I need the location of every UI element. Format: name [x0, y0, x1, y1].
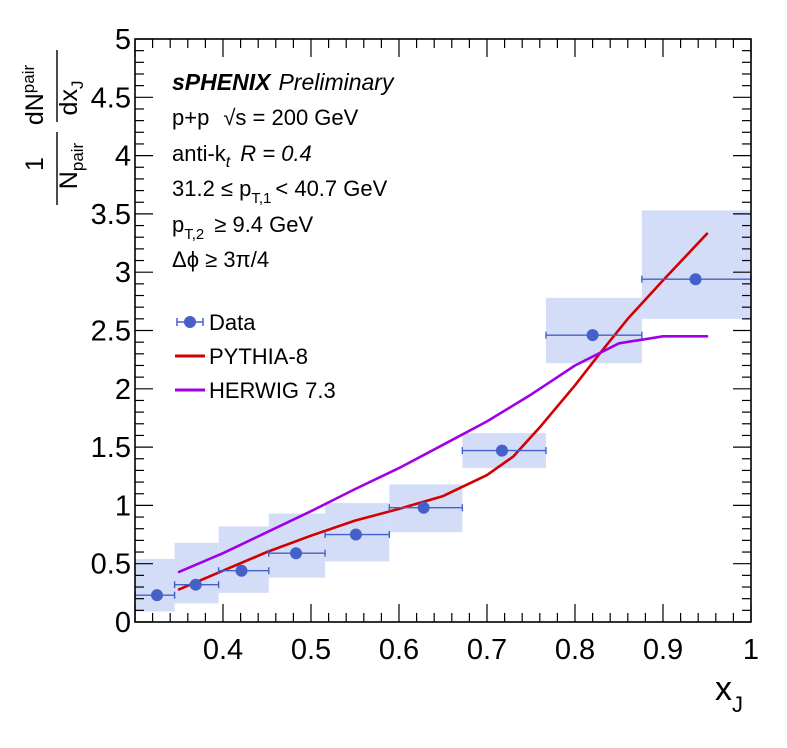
- pt1-label: 31.2 ≤ pT,1 < 40.7 GeV: [172, 176, 388, 207]
- syst-box-3: [268, 513, 326, 578]
- y-title-dn-sub: pair: [19, 65, 38, 94]
- x-tick-label-0: 0.4: [203, 634, 243, 666]
- status-label: Preliminary: [278, 69, 395, 95]
- y-title-n: N: [55, 171, 83, 189]
- system-label: p+p √s = 200 GeV: [172, 105, 359, 130]
- legend-pythia-label: PYTHIA-8: [209, 344, 308, 369]
- y-tick-label-10: 5: [115, 24, 131, 56]
- x-tick-label-3: 0.7: [467, 634, 507, 666]
- y-title-dx-sub: J: [68, 81, 87, 90]
- y-tick-label-3: 1.5: [91, 432, 131, 464]
- x-tick-label-5: 0.9: [643, 634, 683, 666]
- y-axis-title: 1 Npair dNpair dxJ: [19, 50, 87, 205]
- x-axis-title: xJ: [715, 670, 743, 717]
- axis-tick-labels: 0.4 0.5 0.6 0.7 0.8 0.9 1 0 0.5 1 1.5 2 2.5 3 3.5 4 4.5 5: [91, 24, 759, 666]
- y-tick-label-5: 2.5: [91, 316, 131, 348]
- svg-text:1: 1: [21, 157, 49, 171]
- brand-label: sPHENIX: [172, 69, 272, 95]
- x-tick-label-2: 0.6: [379, 634, 419, 666]
- svg-text:Npair: Npair: [55, 142, 87, 189]
- legend-data-marker: [184, 316, 196, 328]
- data-point-4: [349, 528, 362, 541]
- data-point-7: [586, 329, 599, 342]
- y-title-one: 1: [21, 157, 49, 171]
- legend: Data PYTHIA-8 HERWIG 7.3: [175, 310, 336, 403]
- series-line-herwig: [177, 335, 709, 574]
- y-tick-label-8: 4: [115, 141, 131, 173]
- x-tick-label-1: 0.5: [291, 634, 331, 666]
- y-tick-label-9: 4.5: [91, 82, 131, 114]
- data-point-8: [689, 273, 702, 286]
- y-tick-label-4: 2: [115, 374, 131, 406]
- syst-box-2: [218, 526, 269, 593]
- x-tick-label-6: 1: [743, 634, 759, 666]
- y-title-dx: dx: [55, 89, 83, 116]
- data-point-5: [417, 501, 430, 514]
- data-point-1: [189, 578, 202, 591]
- axis-ticks: [134, 38, 752, 623]
- data-point-6: [495, 444, 508, 457]
- jet-algo-label: anti-kt R = 0.4: [172, 141, 312, 171]
- data-point-2: [235, 564, 248, 577]
- dphi-label: Δϕ ≥ 3π/4: [172, 247, 269, 272]
- data-points: [134, 273, 752, 602]
- series-line-pythia: [177, 232, 709, 591]
- y-tick-label-7: 3.5: [91, 199, 131, 231]
- syst-box-1: [174, 542, 219, 604]
- svg-text:dNpair: dNpair: [19, 65, 49, 126]
- syst-box-8: [641, 210, 751, 319]
- data-point-3: [290, 547, 303, 560]
- y-tick-label-0: 0: [115, 607, 131, 639]
- model-curves: [177, 232, 709, 591]
- syst-box-0: [135, 559, 175, 612]
- legend-data-label: Data: [209, 310, 256, 335]
- y-tick-label-1: 0.5: [91, 549, 131, 581]
- y-tick-label-6: 3: [115, 257, 131, 289]
- y-title-dn: dN: [21, 93, 49, 125]
- legend-herwig-label: HERWIG 7.3: [209, 378, 336, 403]
- y-title-n-sub: pair: [68, 142, 87, 171]
- svg-text:dxJ: dxJ: [55, 81, 87, 116]
- x-tick-label-4: 0.8: [555, 634, 595, 666]
- y-tick-label-2: 1: [115, 490, 131, 522]
- pt2-label: pT,2 ≥ 9.4 GeV: [172, 212, 313, 243]
- data-point-0: [151, 589, 163, 602]
